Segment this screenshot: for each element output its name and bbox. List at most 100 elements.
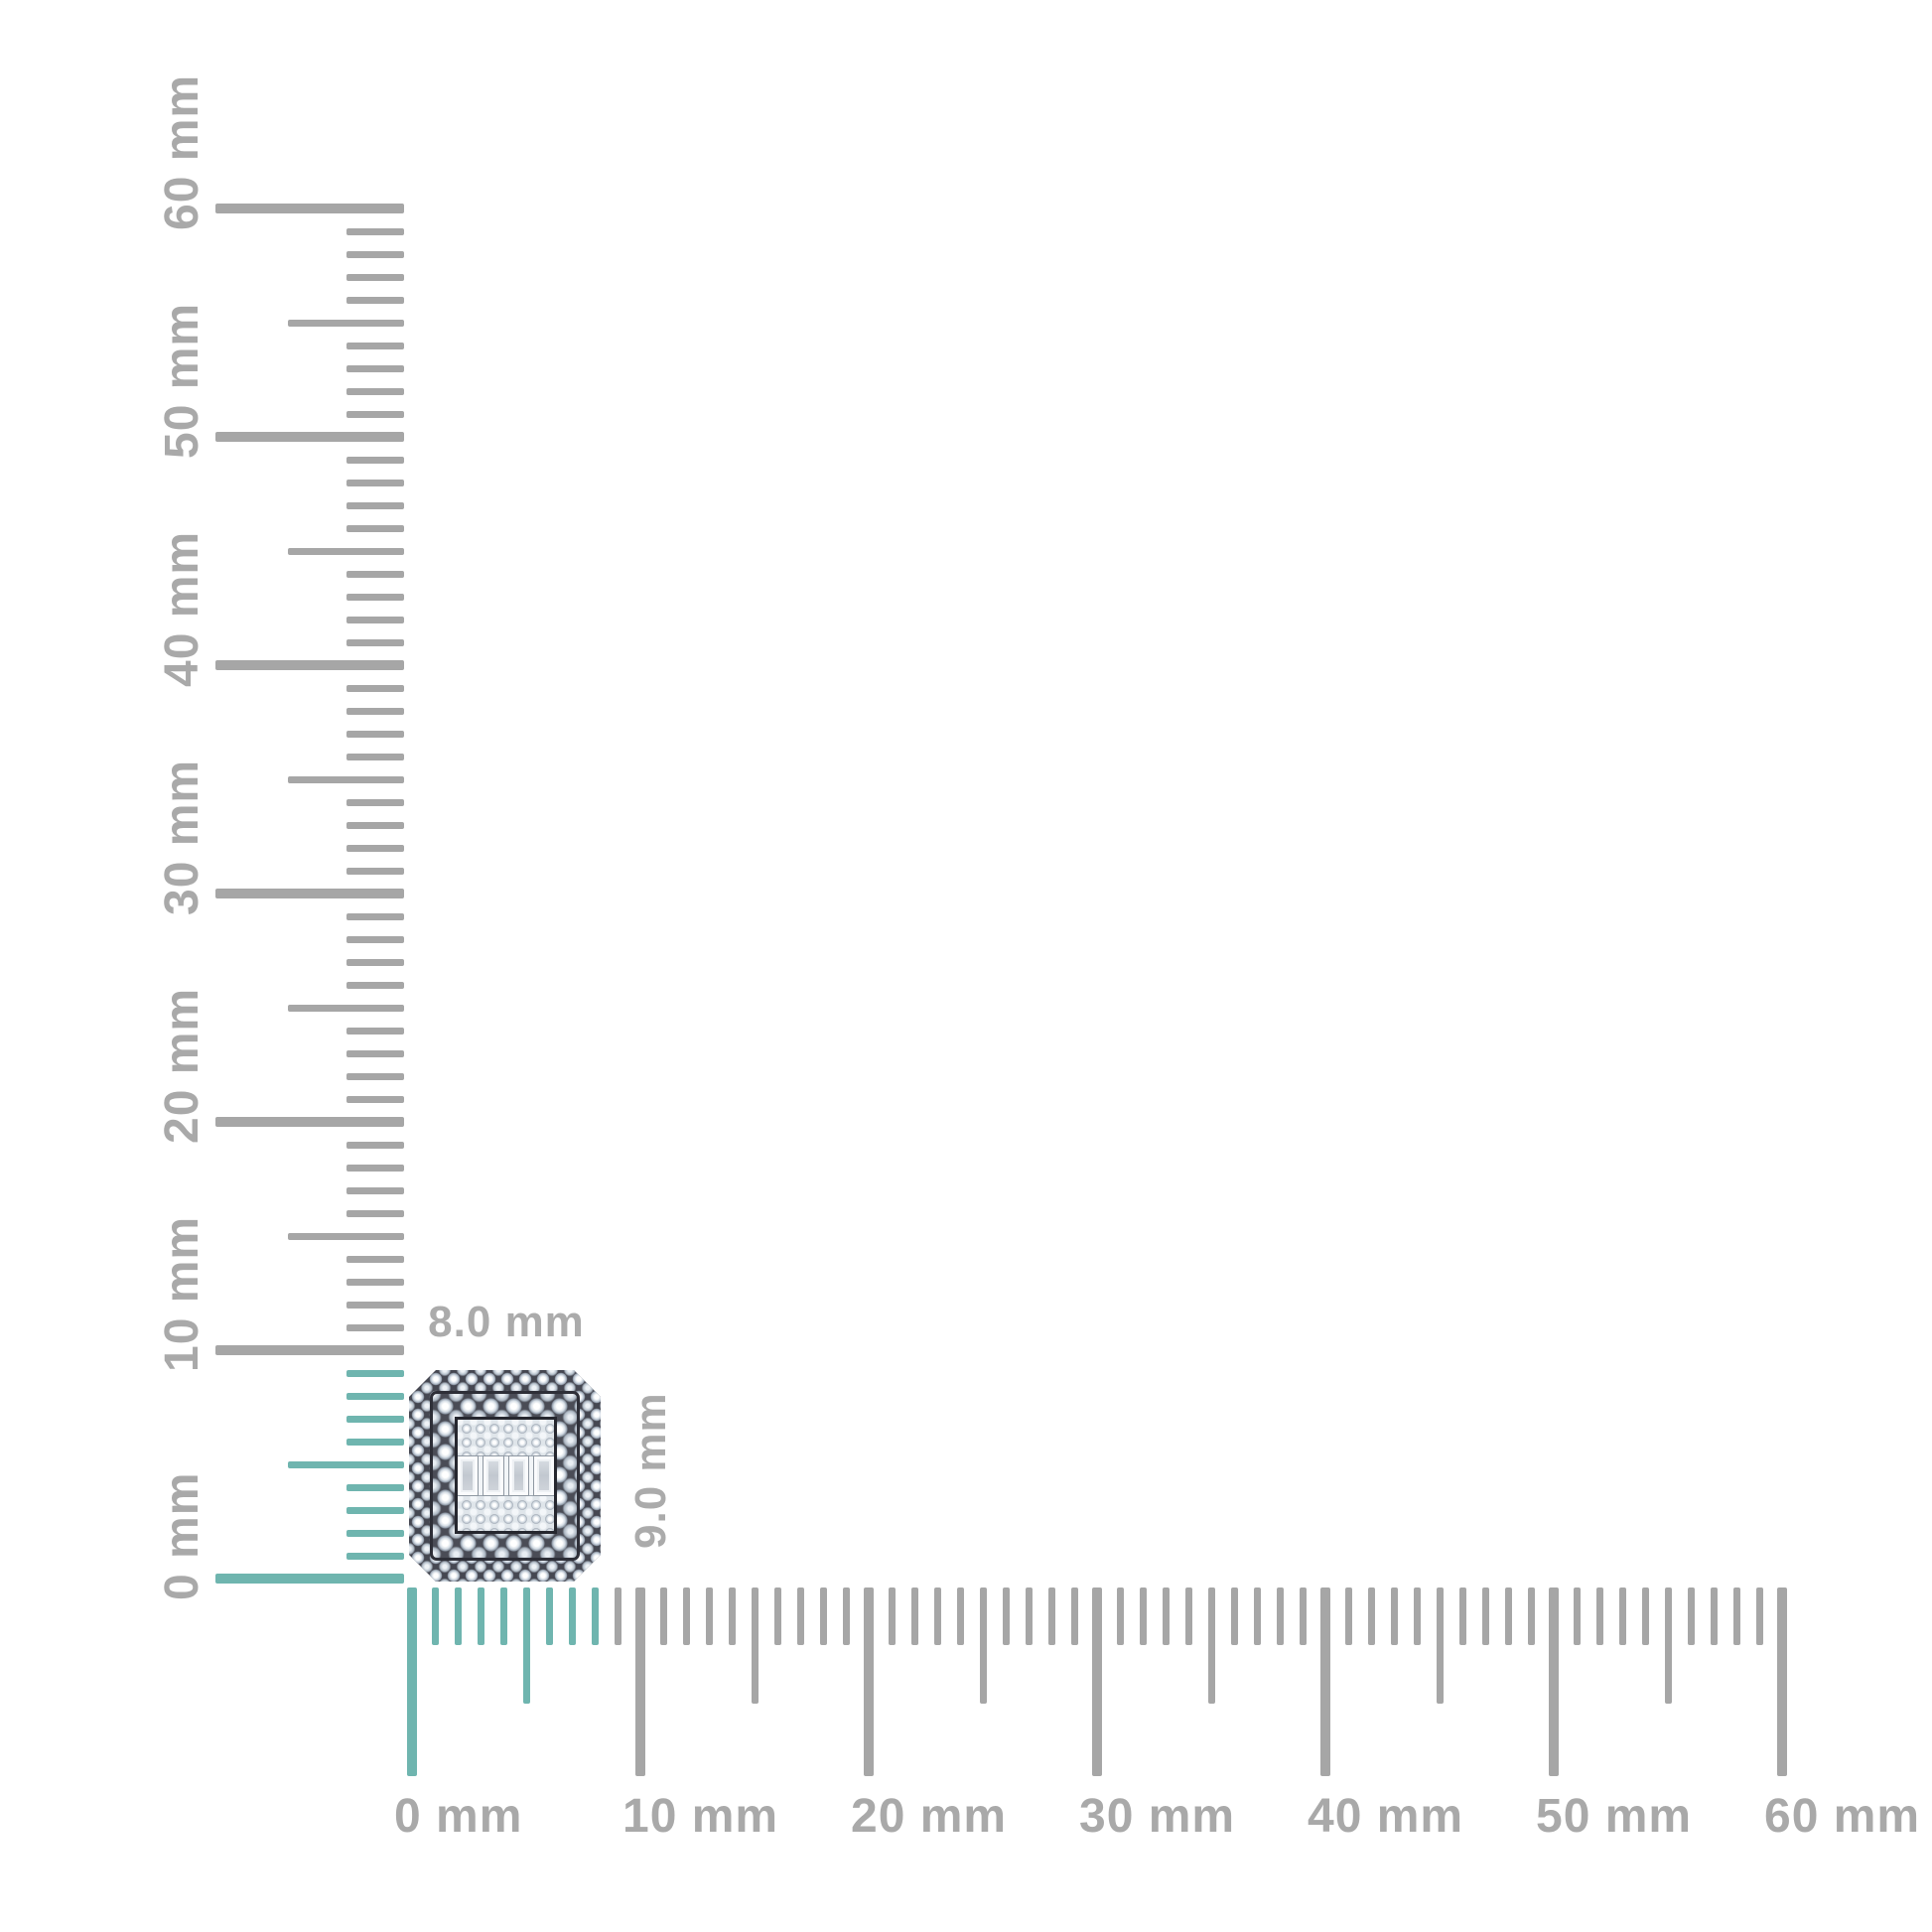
- v-tick-57mm: [346, 273, 404, 281]
- h-tick-5mm: [522, 1587, 530, 1704]
- width-measurement-label: 8.0 mm: [428, 1298, 585, 1346]
- h-tick-0mm: [407, 1587, 417, 1776]
- h-tick-9mm: [614, 1587, 621, 1645]
- h-tick-54mm: [1641, 1587, 1649, 1645]
- h-tick-23mm: [933, 1587, 941, 1645]
- h-tick-13mm: [705, 1587, 713, 1645]
- v-tick-6mm: [346, 1438, 404, 1446]
- v-tick-27mm: [346, 958, 404, 966]
- h-tick-55mm: [1664, 1587, 1672, 1704]
- v-tick-60mm: [215, 204, 404, 213]
- h-ruler-label-20mm: 20 mm: [851, 1790, 1008, 1843]
- v-tick-47mm: [346, 501, 404, 509]
- v-tick-52mm: [346, 387, 404, 395]
- h-ruler-label-10mm: 10 mm: [622, 1790, 779, 1843]
- v-tick-7mm: [346, 1415, 404, 1423]
- v-tick-54mm: [346, 342, 404, 349]
- v-tick-42mm: [346, 616, 404, 623]
- h-tick-21mm: [888, 1587, 896, 1645]
- v-tick-50mm: [215, 432, 404, 442]
- v-tick-36mm: [346, 753, 404, 760]
- h-tick-46mm: [1458, 1587, 1466, 1645]
- v-tick-15mm: [288, 1232, 404, 1240]
- v-tick-4mm: [346, 1483, 404, 1491]
- v-tick-32mm: [346, 844, 404, 852]
- v-ruler-label-40mm: 40 mm: [156, 530, 208, 687]
- h-tick-2mm: [454, 1587, 462, 1645]
- h-tick-53mm: [1618, 1587, 1626, 1645]
- v-tick-59mm: [346, 227, 404, 235]
- v-ruler-label-50mm: 50 mm: [156, 302, 208, 459]
- h-tick-33mm: [1162, 1587, 1170, 1645]
- h-tick-1mm: [431, 1587, 439, 1645]
- h-tick-60mm: [1777, 1587, 1787, 1776]
- h-tick-56mm: [1687, 1587, 1695, 1645]
- v-tick-58mm: [346, 250, 404, 258]
- h-tick-4mm: [499, 1587, 507, 1645]
- v-tick-21mm: [346, 1095, 404, 1103]
- h-tick-51mm: [1573, 1587, 1581, 1645]
- h-tick-27mm: [1025, 1587, 1033, 1645]
- v-tick-2mm: [346, 1529, 404, 1537]
- h-tick-31mm: [1116, 1587, 1124, 1645]
- v-tick-8mm: [346, 1392, 404, 1400]
- v-tick-43mm: [346, 593, 404, 601]
- h-tick-32mm: [1139, 1587, 1147, 1645]
- h-tick-6mm: [545, 1587, 553, 1645]
- h-ruler-label-40mm: 40 mm: [1308, 1790, 1464, 1843]
- h-tick-22mm: [910, 1587, 918, 1645]
- v-tick-31mm: [346, 867, 404, 875]
- v-tick-53mm: [346, 364, 404, 372]
- h-tick-8mm: [591, 1587, 599, 1645]
- h-tick-44mm: [1413, 1587, 1421, 1645]
- h-tick-59mm: [1755, 1587, 1763, 1645]
- v-tick-20mm: [215, 1117, 404, 1127]
- v-tick-25mm: [288, 1004, 404, 1012]
- v-ruler-label-0mm: 0 mm: [156, 1471, 208, 1600]
- h-tick-10mm: [635, 1587, 645, 1776]
- h-tick-7mm: [568, 1587, 576, 1645]
- v-tick-51mm: [346, 410, 404, 418]
- baguette-row: [458, 1454, 554, 1496]
- h-tick-52mm: [1595, 1587, 1603, 1645]
- v-tick-10mm: [215, 1345, 404, 1355]
- baguette-stone: [482, 1454, 504, 1496]
- diamond-stud-item: [409, 1370, 601, 1582]
- v-tick-14mm: [346, 1255, 404, 1263]
- h-ruler-label-30mm: 30 mm: [1079, 1790, 1236, 1843]
- v-tick-55mm: [288, 319, 404, 327]
- h-tick-41mm: [1344, 1587, 1352, 1645]
- v-tick-19mm: [346, 1141, 404, 1149]
- v-tick-45mm: [288, 547, 404, 555]
- v-tick-37mm: [346, 730, 404, 738]
- v-tick-30mm: [215, 889, 404, 898]
- h-tick-30mm: [1092, 1587, 1102, 1776]
- v-tick-9mm: [346, 1369, 404, 1377]
- pave-rows-bottom: [458, 1495, 554, 1531]
- v-tick-18mm: [346, 1164, 404, 1172]
- v-tick-44mm: [346, 570, 404, 578]
- v-ruler-label-30mm: 30 mm: [156, 759, 208, 915]
- h-tick-29mm: [1070, 1587, 1078, 1645]
- v-tick-33mm: [346, 821, 404, 829]
- v-tick-38mm: [346, 707, 404, 715]
- h-tick-34mm: [1184, 1587, 1192, 1645]
- v-tick-24mm: [346, 1027, 404, 1035]
- h-tick-47mm: [1481, 1587, 1489, 1645]
- h-tick-14mm: [728, 1587, 736, 1645]
- v-tick-26mm: [346, 981, 404, 989]
- h-tick-3mm: [477, 1587, 484, 1645]
- v-tick-22mm: [346, 1072, 404, 1080]
- h-tick-17mm: [796, 1587, 804, 1645]
- v-tick-48mm: [346, 479, 404, 486]
- h-tick-26mm: [1002, 1587, 1010, 1645]
- v-tick-28mm: [346, 935, 404, 943]
- h-tick-25mm: [979, 1587, 987, 1704]
- h-tick-48mm: [1504, 1587, 1512, 1645]
- h-tick-20mm: [864, 1587, 874, 1776]
- v-tick-34mm: [346, 798, 404, 806]
- v-tick-17mm: [346, 1186, 404, 1194]
- h-tick-43mm: [1390, 1587, 1398, 1645]
- h-tick-57mm: [1710, 1587, 1718, 1645]
